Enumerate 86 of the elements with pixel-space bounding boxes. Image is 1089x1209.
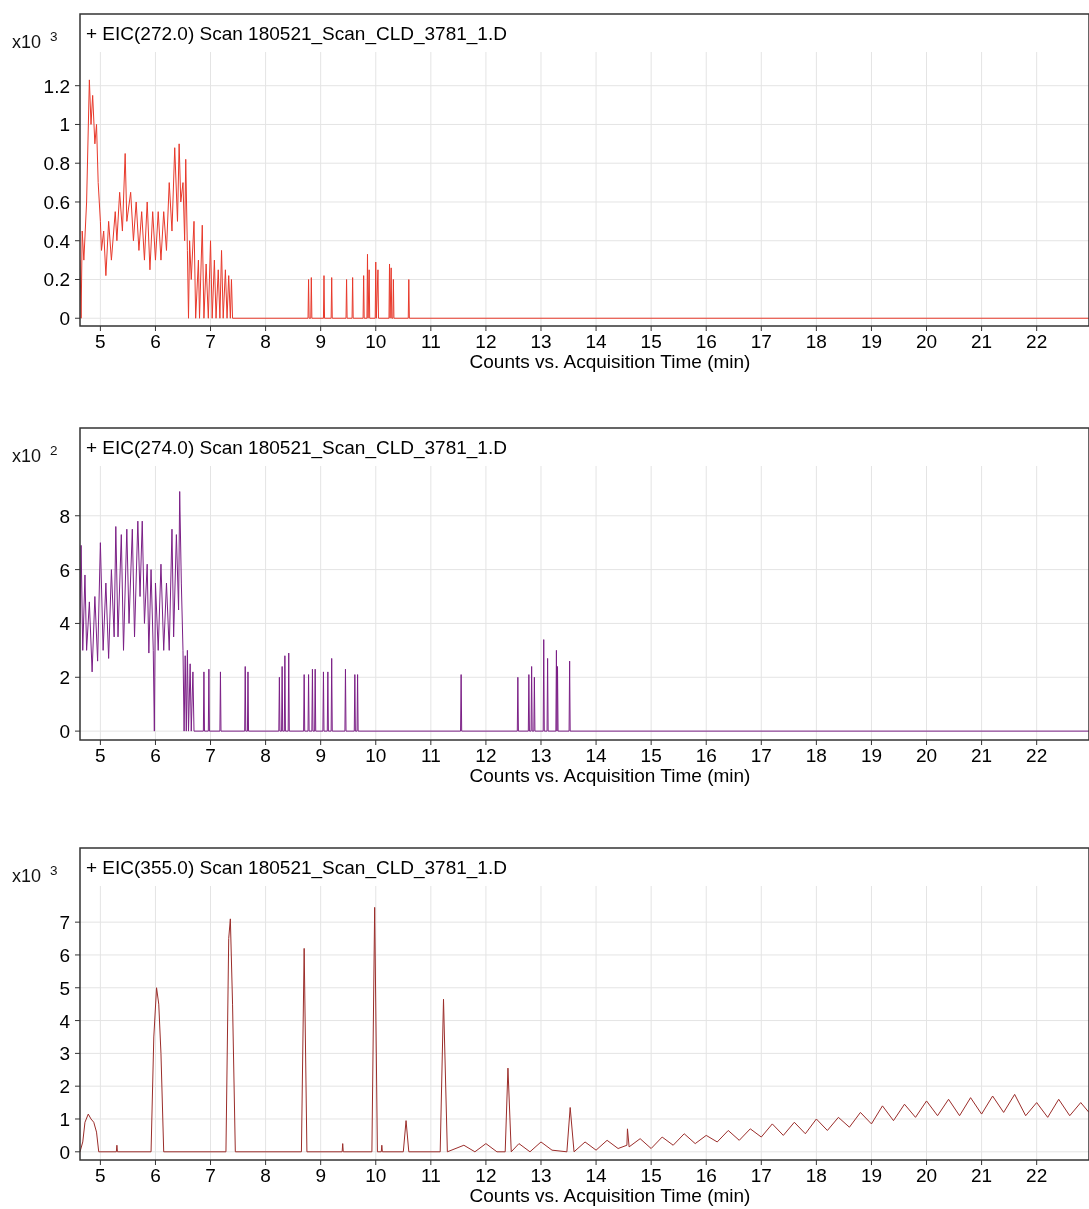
x-tick-label: 15 [640,1165,662,1186]
x-tick-label: 5 [95,745,106,766]
line-series [80,491,1089,732]
x-tick-label: 13 [530,331,552,352]
x-axis-title: Counts vs. Acquisition Time (min) [469,765,751,786]
y-tick-label: 4 [59,613,71,635]
x-tick-label: 17 [750,745,772,766]
x-tick-label: 18 [805,745,827,766]
x-tick-label: 12 [475,745,497,766]
x-tick-label: 8 [260,745,271,766]
line-series [80,906,1089,1153]
x-tick-label: 5 [95,1165,106,1186]
x-tick-label: 12 [475,331,497,352]
x-tick-label: 12 [475,1165,497,1186]
x-tick-label: 16 [695,745,717,766]
x-tick-label: 20 [915,745,938,766]
x-tick-label: 9 [315,1165,326,1186]
x-tick-label: 22 [1026,331,1048,352]
text: + EIC(272.0) Scan 180521_Scan_CLD_3781_1.D [86,23,507,45]
y-tick-label: 8 [59,505,70,527]
x-tick-label: 11 [420,331,441,352]
x-tick-label: 8 [260,1165,271,1186]
x-tick-label: 9 [315,745,326,766]
x-tick-label: 18 [805,331,827,352]
y-axis-title: x10 $^{3}$ [12,28,58,52]
x-tick-label: 20 [915,1165,938,1186]
y-tick-label: 0 [59,1141,70,1163]
y-tick-label: 0.2 [43,269,70,291]
y-tick-label: 2 [59,1076,70,1098]
x-tick-label: 7 [205,331,216,352]
y-tick-label: 7 [59,912,70,934]
y-tick-label: 6 [59,559,70,581]
x-tick-label: 13 [530,745,552,766]
text: + EIC(274.0) Scan 180521_Scan_CLD_3781_1.D [86,437,507,459]
y-tick-label: 1 [59,114,70,136]
x-tick-label: 16 [695,331,717,352]
y-tick-label: 1.2 [43,75,70,97]
x-tick-label: 17 [750,1165,772,1186]
x-tick-label: 18 [805,1165,827,1186]
x-tick-label: 14 [585,1165,608,1186]
y-tick-label: 6 [59,944,70,966]
x-tick-label: 10 [365,331,387,352]
x-tick-label: 13 [530,1165,552,1186]
x-tick-label: 10 [365,745,387,766]
x-tick-label: 6 [150,745,161,766]
x-tick-label: 19 [860,331,883,352]
y-tick-label: 4 [59,1010,71,1032]
x-tick-label: 14 [585,745,608,766]
x-tick-label: 6 [150,1165,161,1186]
x-tick-label: 8 [260,331,271,352]
x-axis-title: Counts vs. Acquisition Time (min) [469,351,751,372]
x-tick-label: 11 [420,745,441,766]
x-tick-label: 17 [750,331,772,352]
y-axis-title: x10 $^{2}$ [12,442,58,466]
y-tick-label: 2 [59,667,70,689]
x-tick-label: 7 [205,1165,216,1186]
line-series [80,79,1089,319]
x-tick-label: 20 [915,331,938,352]
x-tick-label: 11 [420,1165,441,1186]
x-tick-label: 19 [860,1165,883,1186]
text: + EIC(355.0) Scan 180521_Scan_CLD_3781_1.D [86,857,507,879]
x-tick-label: 10 [365,1165,387,1186]
x-tick-label: 15 [640,745,662,766]
y-tick-label: 0 [59,721,70,743]
x-tick-label: 22 [1026,1165,1048,1186]
x-tick-label: 14 [585,331,608,352]
y-tick-label: 0 [59,308,70,330]
x-tick-label: 7 [205,745,216,766]
x-tick-label: 21 [971,331,993,352]
y-tick-label: 1 [59,1108,70,1130]
x-tick-label: 19 [860,745,883,766]
x-tick-label: 9 [315,331,326,352]
x-tick-label: 22 [1026,745,1048,766]
x-tick-label: 5 [95,331,106,352]
y-axis-title: x10 $^{3}$ [12,862,58,886]
y-tick-label: 3 [59,1043,70,1065]
x-tick-label: 6 [150,331,161,352]
x-tick-label: 15 [640,331,662,352]
y-tick-label: 0.4 [43,230,71,252]
y-tick-label: 0.8 [43,153,70,175]
y-tick-label: 0.6 [43,191,70,213]
y-tick-label: 5 [59,977,70,999]
x-axis-title: Counts vs. Acquisition Time (min) [469,1185,751,1206]
x-tick-label: 21 [971,745,993,766]
x-tick-label: 21 [971,1165,993,1186]
x-tick-label: 16 [695,1165,717,1186]
